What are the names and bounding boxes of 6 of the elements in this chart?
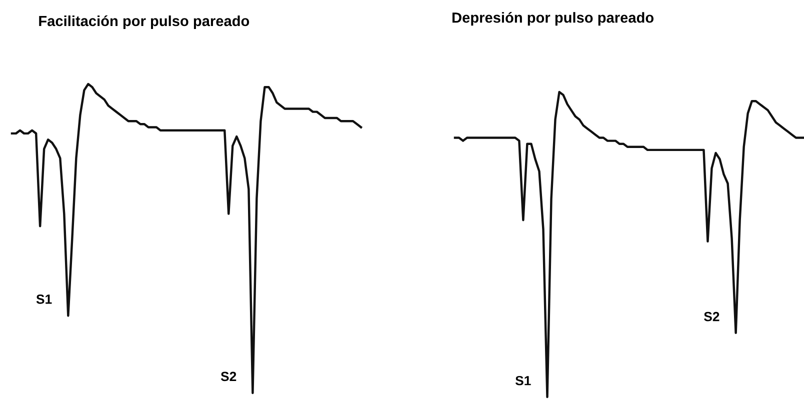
chart-title: Facilitación por pulso pareado: [39, 15, 250, 30]
annotation: S1: [515, 376, 531, 386]
annotation: S2: [220, 372, 236, 382]
chart-title: Depresión por pulso pareado: [452, 12, 654, 26]
annotation: S2: [704, 312, 720, 322]
annotation: S1: [36, 294, 52, 304]
